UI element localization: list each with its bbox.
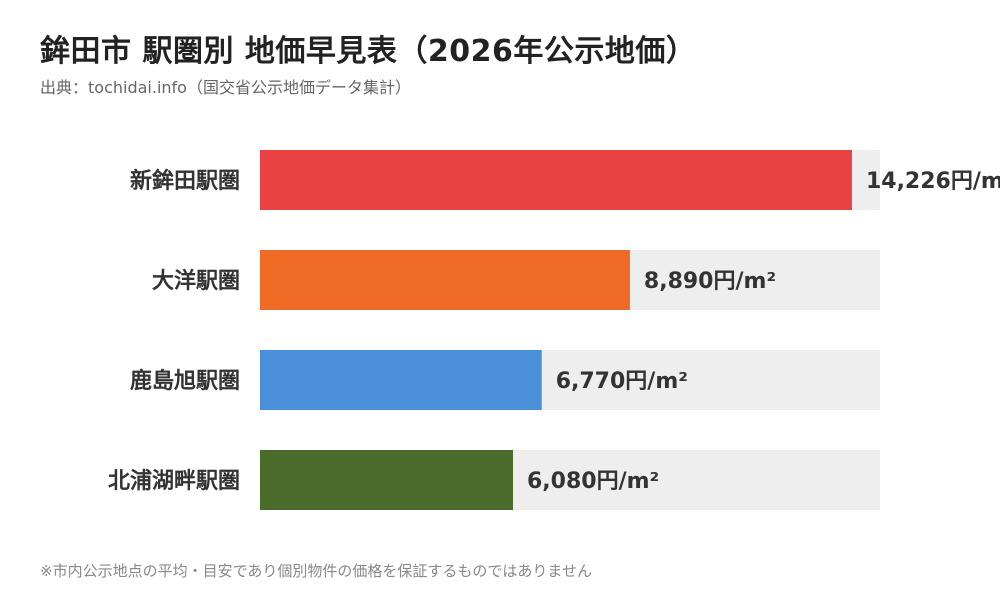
source-subtitle: 出典：tochidai.info（国交省公示地価データ集計） bbox=[40, 78, 411, 97]
bar-3 bbox=[260, 450, 513, 510]
bar-1 bbox=[260, 250, 630, 310]
value-label: 14,226円/m² bbox=[866, 169, 1000, 194]
value-label: 8,890円/m² bbox=[644, 269, 776, 294]
category-label: 新鉾田駅圏 bbox=[130, 168, 240, 194]
page-title: 鉾田市 駅圏別 地価早見表（2026年公示地価） bbox=[40, 34, 697, 69]
footnote: ※市内公示地点の平均・目安であり個別物件の価格を保証するものではありません bbox=[40, 562, 592, 580]
value-label: 6,770円/m² bbox=[556, 369, 688, 394]
category-label: 北浦湖畔駅圏 bbox=[108, 468, 240, 494]
category-label: 鹿島旭駅圏 bbox=[130, 368, 240, 394]
value-label: 6,080円/m² bbox=[527, 469, 659, 494]
bar-0 bbox=[260, 150, 852, 210]
bar-2 bbox=[260, 350, 542, 410]
category-label: 大洋駅圏 bbox=[152, 268, 240, 294]
